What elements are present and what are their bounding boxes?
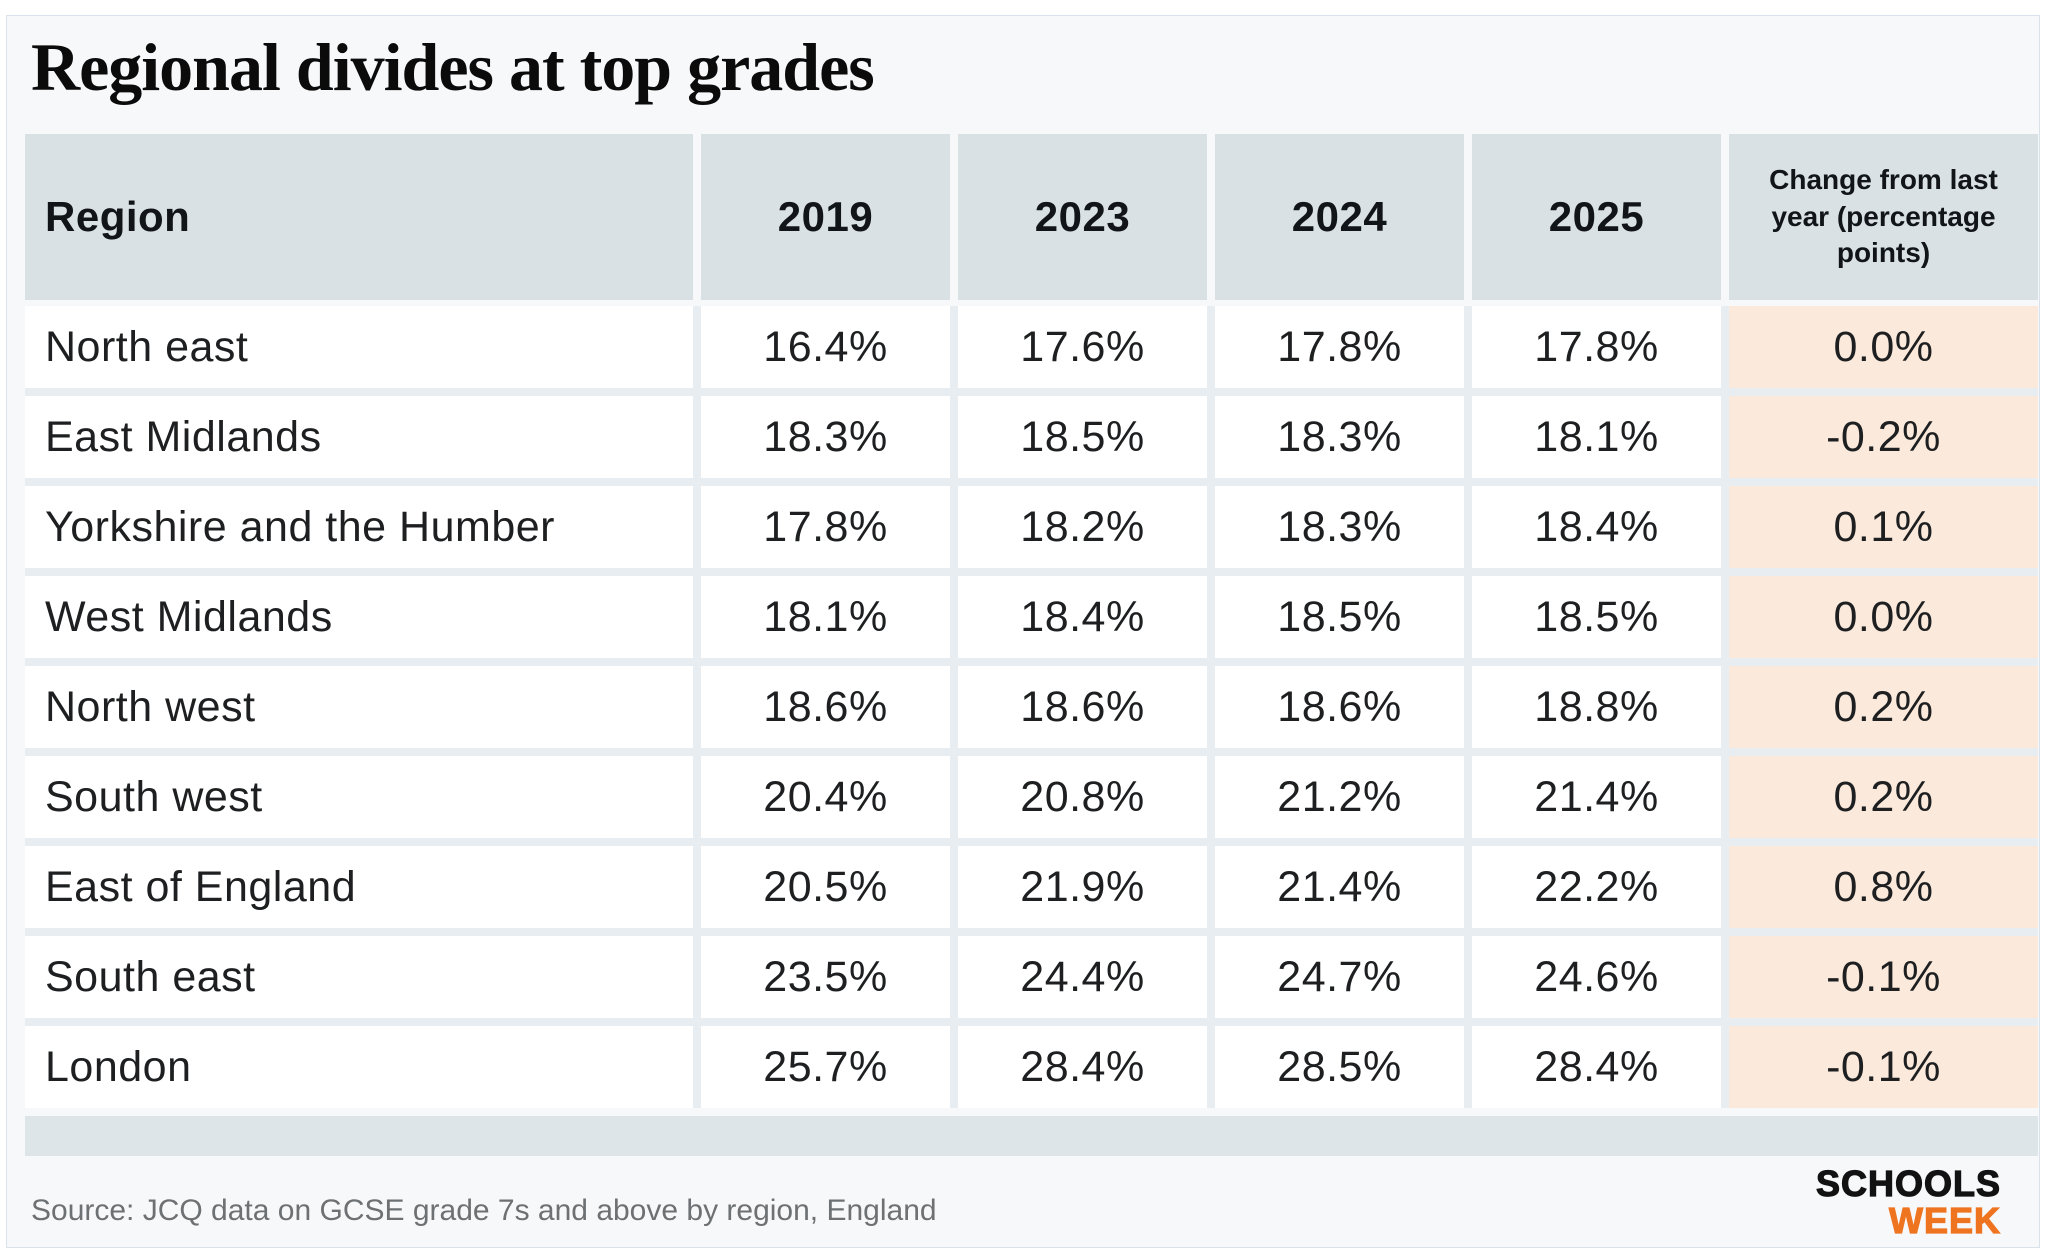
region-cell: North west bbox=[25, 666, 693, 748]
change-cell: 0.2% bbox=[1729, 666, 2038, 748]
value-cell: 20.5% bbox=[701, 846, 950, 928]
change-cell: 0.1% bbox=[1729, 486, 2038, 568]
region-cell: Yorkshire and the Humber bbox=[25, 486, 693, 568]
value-cell: 18.4% bbox=[1472, 486, 1721, 568]
table-body: North east 16.4% 17.6% 17.8% 17.8% 0.0% … bbox=[25, 306, 2038, 1108]
table-header-row: Region 2019 2023 2024 2025 Change from l… bbox=[25, 134, 2038, 300]
change-cell: 0.8% bbox=[1729, 846, 2038, 928]
value-cell: 21.4% bbox=[1472, 756, 1721, 838]
column-header-2023: 2023 bbox=[958, 134, 1207, 300]
infographic-panel: Regional divides at top grades Region 20… bbox=[6, 15, 2040, 1248]
change-cell: 0.2% bbox=[1729, 756, 2038, 838]
value-cell: 17.8% bbox=[701, 486, 950, 568]
page-title: Regional divides at top grades bbox=[31, 29, 875, 105]
change-cell: -0.1% bbox=[1729, 1026, 2038, 1108]
value-cell: 20.4% bbox=[701, 756, 950, 838]
change-cell: 0.0% bbox=[1729, 576, 2038, 658]
value-cell: 18.5% bbox=[1472, 576, 1721, 658]
value-cell: 18.8% bbox=[1472, 666, 1721, 748]
value-cell: 24.7% bbox=[1215, 936, 1464, 1018]
value-cell: 18.5% bbox=[1215, 576, 1464, 658]
table-row: East Midlands 18.3% 18.5% 18.3% 18.1% -0… bbox=[25, 396, 2038, 478]
value-cell: 28.4% bbox=[1472, 1026, 1721, 1108]
region-cell: North east bbox=[25, 306, 693, 388]
region-cell: East of England bbox=[25, 846, 693, 928]
change-cell: -0.1% bbox=[1729, 936, 2038, 1018]
region-cell: South west bbox=[25, 756, 693, 838]
value-cell: 18.3% bbox=[1215, 486, 1464, 568]
column-header-2019: 2019 bbox=[701, 134, 950, 300]
value-cell: 17.8% bbox=[1472, 306, 1721, 388]
value-cell: 18.2% bbox=[958, 486, 1207, 568]
value-cell: 28.4% bbox=[958, 1026, 1207, 1108]
change-cell: -0.2% bbox=[1729, 396, 2038, 478]
logo-schools: SCHOOLS bbox=[1815, 1163, 2001, 1204]
region-cell: West Midlands bbox=[25, 576, 693, 658]
region-cell: South east bbox=[25, 936, 693, 1018]
value-cell: 18.6% bbox=[1215, 666, 1464, 748]
value-cell: 28.5% bbox=[1215, 1026, 1464, 1108]
value-cell: 18.1% bbox=[1472, 396, 1721, 478]
value-cell: 18.3% bbox=[701, 396, 950, 478]
table-row: West Midlands 18.1% 18.4% 18.5% 18.5% 0.… bbox=[25, 576, 2038, 658]
table-row: South east 23.5% 24.4% 24.7% 24.6% -0.1% bbox=[25, 936, 2038, 1018]
value-cell: 18.6% bbox=[958, 666, 1207, 748]
value-cell: 18.6% bbox=[701, 666, 950, 748]
value-cell: 18.4% bbox=[958, 576, 1207, 658]
value-cell: 18.5% bbox=[958, 396, 1207, 478]
table-row: London 25.7% 28.4% 28.5% 28.4% -0.1% bbox=[25, 1026, 2038, 1108]
value-cell: 21.2% bbox=[1215, 756, 1464, 838]
table-row: Yorkshire and the Humber 17.8% 18.2% 18.… bbox=[25, 486, 2038, 568]
value-cell: 17.8% bbox=[1215, 306, 1464, 388]
region-cell: East Midlands bbox=[25, 396, 693, 478]
table-row: South west 20.4% 20.8% 21.2% 21.4% 0.2% bbox=[25, 756, 2038, 838]
value-cell: 22.2% bbox=[1472, 846, 1721, 928]
region-cell: London bbox=[25, 1026, 693, 1108]
value-cell: 21.9% bbox=[958, 846, 1207, 928]
column-header-change: Change from last year (percentage points… bbox=[1729, 134, 2038, 300]
value-cell: 21.4% bbox=[1215, 846, 1464, 928]
schoolsweek-logo: SCHOOLS WEEK bbox=[1815, 1163, 2001, 1241]
footer-band bbox=[25, 1116, 2038, 1156]
value-cell: 17.6% bbox=[958, 306, 1207, 388]
value-cell: 25.7% bbox=[701, 1026, 950, 1108]
value-cell: 16.4% bbox=[701, 306, 950, 388]
source-text: Source: JCQ data on GCSE grade 7s and ab… bbox=[31, 1194, 937, 1227]
value-cell: 18.1% bbox=[701, 576, 950, 658]
table-row: East of England 20.5% 21.9% 21.4% 22.2% … bbox=[25, 846, 2038, 928]
value-cell: 23.5% bbox=[701, 936, 950, 1018]
table-row: North east 16.4% 17.6% 17.8% 17.8% 0.0% bbox=[25, 306, 2038, 388]
value-cell: 20.8% bbox=[958, 756, 1207, 838]
value-cell: 24.6% bbox=[1472, 936, 1721, 1018]
logo-week: WEEK bbox=[1888, 1199, 2001, 1241]
table-row: North west 18.6% 18.6% 18.6% 18.8% 0.2% bbox=[25, 666, 2038, 748]
grades-table: Region 2019 2023 2024 2025 Change from l… bbox=[25, 134, 2038, 1156]
column-header-region: Region bbox=[25, 134, 693, 300]
column-header-2025: 2025 bbox=[1472, 134, 1721, 300]
column-header-2024: 2024 bbox=[1215, 134, 1464, 300]
value-cell: 18.3% bbox=[1215, 396, 1464, 478]
change-cell: 0.0% bbox=[1729, 306, 2038, 388]
value-cell: 24.4% bbox=[958, 936, 1207, 1018]
